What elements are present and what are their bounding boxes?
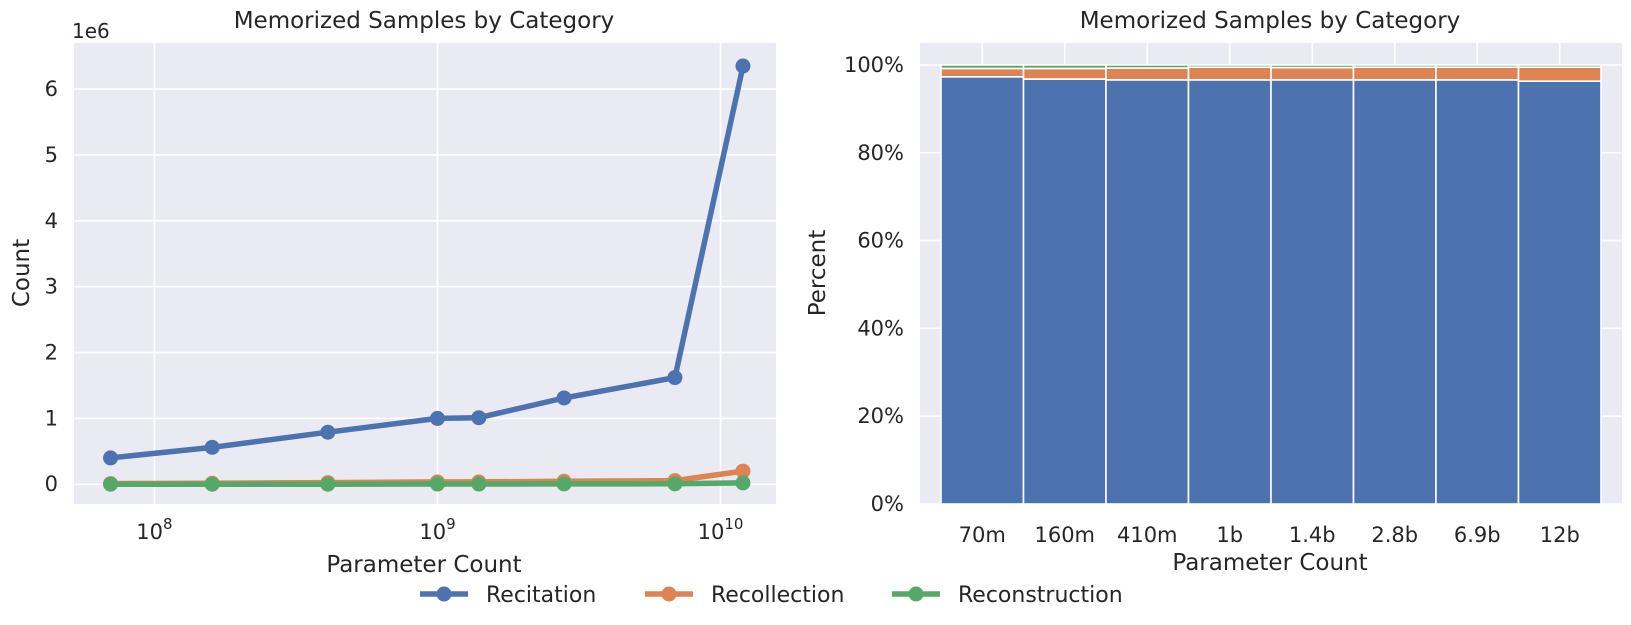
right-y-tick-label: 100% [844,53,904,77]
left-x-tick-label: 109 [419,515,455,544]
legend-label: Recollection [711,583,844,608]
bar-segment-recitation [1517,80,1602,505]
left-y-tick-label: 1 [45,406,58,430]
series-point-reconstruction [667,476,683,492]
right-x-ticks: 70m 160m 410m 1b 1.4b 2.8b 6.9b 12b [959,523,1580,547]
bar-segment-recollection [1517,66,1602,82]
bar-segment-recitation [1435,79,1520,505]
left-x-tick-label: 1010 [698,515,744,544]
bar-segment-reconstruction [1187,64,1272,68]
bar-segment-recollection [1435,66,1520,81]
left-chart-title: Memorized Samples by Category [234,8,615,34]
bar-segment-recitation [1187,79,1272,505]
series-point-recitation [471,410,487,426]
right-bars [940,64,1602,505]
right-x-tick-label: 1.4b [1289,523,1336,547]
legend-item-recollection: Recollection [645,583,844,608]
series-point-reconstruction [556,476,572,492]
left-y-tick-label: 2 [45,341,58,365]
right-x-tick-label: 160m [1034,523,1095,547]
right-y-axis-label: Percent [805,230,831,317]
right-x-tick-label: 1b [1216,523,1243,547]
left-plot-area [74,43,776,504]
bar-segment-recollection [1187,66,1272,81]
legend-point-marker [661,586,677,602]
left-y-axis-label: Count [9,239,35,307]
legend-point-marker [908,586,924,602]
bar-segment-recitation [1270,79,1355,505]
left-y-offset-label: 1e6 [72,19,110,43]
right-x-tick-label: 12b [1540,523,1580,547]
left-y-ticks: 0 1 2 3 4 5 6 [45,77,58,496]
legend-item-reconstruction: Reconstruction [892,583,1123,608]
right-x-tick-label: 2.8b [1371,523,1418,547]
series-line-recitation [110,65,746,461]
bar-segment-recollection [1352,66,1437,81]
series-point-recollection [735,463,751,479]
series-point-reconstruction [429,476,445,492]
right-y-tick-label: 80% [857,141,904,165]
bar-segment-recollection [940,67,1025,78]
legend-point-marker [436,586,452,602]
bar-segment-recollection [1105,67,1190,81]
bar-segment-recitation [1022,78,1107,505]
left-chart: 0 1 2 3 4 5 6 108 109 1010 Memorized Samples by … [9,8,776,578]
right-chart-title: Memorized Samples by Category [1080,8,1461,34]
left-y-tick-label: 5 [45,143,58,167]
left-y-tick-label: 0 [45,472,58,496]
left-x-ticks: 108 109 1010 [136,515,743,544]
series-point-reconstruction [735,475,751,491]
bar-segment-recollection [1270,66,1355,81]
bar-segment-reconstruction [940,64,1025,70]
series-point-recitation [735,58,751,74]
bar-segment-reconstruction [1435,64,1520,68]
bar-segment-recitation [1352,79,1437,505]
right-x-tick-label: 6.9b [1454,523,1501,547]
right-y-tick-label: 60% [857,229,904,253]
bar-segment-reconstruction [1352,64,1437,68]
right-x-tick-label: 410m [1117,523,1178,547]
left-x-axis-label: Parameter Count [326,552,521,578]
series-point-recitation [204,439,220,455]
series-line-reconstruction [110,480,744,487]
legend: Recitation Recollection Reconstruction [420,583,1123,608]
legend-label: Recitation [486,583,596,608]
legend-item-recitation: Recitation [420,583,596,608]
series-point-reconstruction [204,476,220,492]
bar-segment-reconstruction [1270,64,1355,69]
right-y-tick-label: 0% [871,492,904,516]
left-y-tick-label: 4 [45,209,58,233]
bar-segment-reconstruction [1517,64,1602,68]
bar-segment-reconstruction [1105,64,1190,69]
left-series [103,58,751,492]
right-y-tick-label: 20% [857,404,904,428]
series-point-reconstruction [320,476,336,492]
right-x-axis-label: Parameter Count [1172,550,1367,576]
right-y-ticks: 0% 20% 40% 60% 80% 100% [844,53,904,516]
series-point-recitation [429,410,445,426]
legend-label: Reconstruction [958,583,1123,608]
right-chart: 0% 20% 40% 60% 80% 100% 70m 160m 410m 1b 1.4b 2.8b… [805,8,1622,576]
bar-segment-reconstruction [1022,64,1107,70]
series-point-recitation [320,424,336,440]
series-point-recitation [103,450,119,466]
series-point-reconstruction [103,476,119,492]
left-y-tick-label: 6 [45,77,58,101]
left-y-tick-label: 3 [45,275,58,299]
right-x-tick-label: 70m [959,523,1006,547]
series-point-recitation [556,390,572,406]
bar-segment-recitation [940,76,1025,505]
bar-segment-recitation [1105,79,1190,505]
series-point-reconstruction [471,476,487,492]
right-y-tick-label: 40% [857,316,904,340]
bar-segment-recollection [1022,67,1107,80]
left-x-tick-label: 108 [136,515,172,544]
series-point-recitation [667,370,683,386]
left-gridlines [74,43,776,504]
